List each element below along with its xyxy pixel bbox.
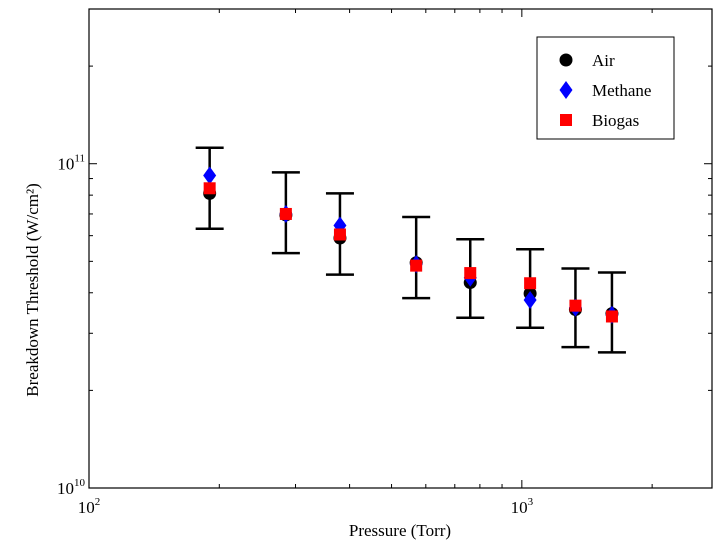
legend-label-air: Air	[592, 51, 615, 70]
point-biogas	[569, 299, 582, 312]
legend: Air Methane Biogas	[536, 36, 675, 140]
y-tick-label: 1010	[57, 477, 86, 498]
legend-marker-methane	[559, 81, 573, 99]
series-methane	[203, 166, 619, 324]
data-markers	[203, 166, 619, 324]
tick-base: 10	[57, 479, 74, 498]
legend-label-methane: Methane	[592, 81, 651, 100]
plot-area	[88, 8, 713, 489]
point-biogas	[279, 207, 292, 220]
error-bars	[195, 146, 626, 354]
point-biogas	[410, 259, 423, 272]
x-axis-label: Pressure (Torr)	[349, 521, 451, 540]
point-biogas	[203, 182, 216, 195]
point-biogas	[333, 228, 346, 241]
y-axis-label: Breakdown Threshold (W/cm²)	[23, 183, 42, 396]
tick-exponent: 11	[74, 153, 85, 165]
legend-marker-biogas	[560, 114, 572, 126]
x-tick-label: 103	[511, 496, 534, 517]
tick-exponent: 2	[95, 496, 101, 508]
legend-marker-air	[559, 53, 573, 67]
point-biogas	[524, 277, 537, 290]
plot-frame	[88, 8, 713, 489]
y-tick-label: 1011	[57, 153, 85, 174]
series-biogas	[203, 182, 618, 323]
point-biogas	[605, 310, 618, 323]
tick-base: 10	[78, 498, 95, 517]
legend-label-biogas: Biogas	[592, 111, 639, 130]
tick-exponent: 3	[528, 496, 534, 508]
tick-exponent: 10	[74, 477, 86, 489]
point-methane	[203, 166, 217, 185]
point-methane	[523, 290, 537, 309]
tick-base: 10	[57, 155, 74, 174]
x-tick-label: 102	[78, 496, 101, 517]
point-biogas	[464, 267, 477, 280]
tick-base: 10	[511, 498, 528, 517]
series-air	[203, 186, 619, 321]
legend-box	[536, 36, 675, 140]
